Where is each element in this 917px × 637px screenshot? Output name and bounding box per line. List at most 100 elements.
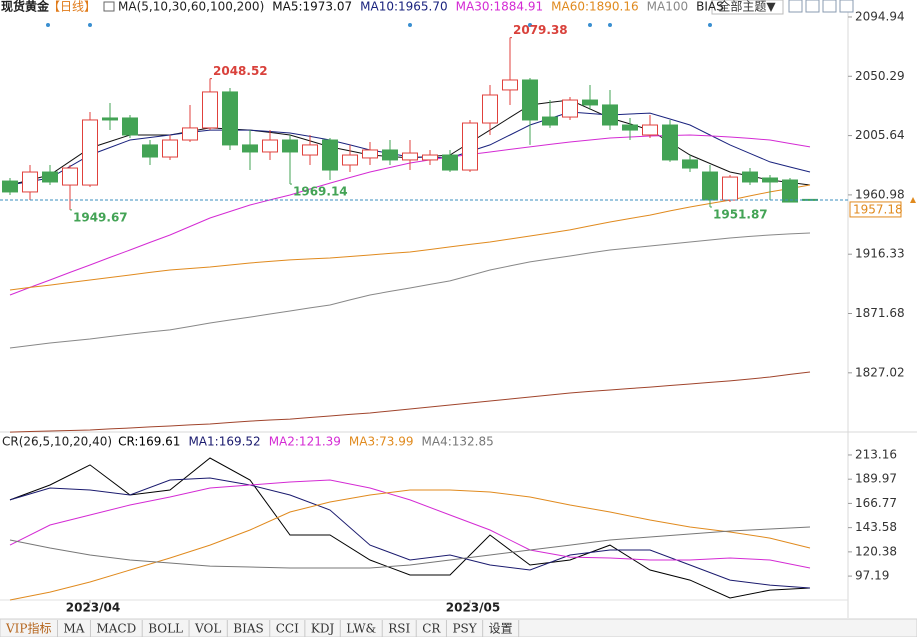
instrument-title: 现货黄金: [1, 0, 50, 14]
candle-body: [62, 167, 78, 186]
candle-body: [202, 91, 218, 129]
tab-label[interactable]: CR: [422, 622, 441, 636]
candle-body: [122, 117, 138, 136]
view-button[interactable]: [822, 0, 837, 13]
last-price-arrow: [910, 196, 916, 203]
candle-body: [702, 171, 718, 201]
legend-entry: MA10:1965.70: [360, 0, 448, 14]
candle-body: [102, 117, 118, 121]
tab-label[interactable]: VIP指标: [5, 621, 51, 636]
candle-body: [642, 124, 658, 136]
candle-body: [542, 116, 558, 126]
legend-entry: MA2:121.39: [269, 435, 341, 449]
legend-entry: MA1:169.52: [188, 435, 260, 449]
last-price-box: [849, 201, 902, 218]
extreme-label: 2079.38: [513, 23, 568, 37]
theme-dropdown-label[interactable]: 全部主题▼: [718, 0, 776, 14]
candle-body: [42, 171, 58, 183]
candle-body: [682, 159, 698, 169]
view-button[interactable]: [788, 0, 803, 13]
tab-label[interactable]: BOLL: [148, 622, 183, 636]
ma-line: [9, 232, 811, 349]
candle-body: [662, 124, 678, 161]
tab-label[interactable]: CCI: [276, 622, 299, 636]
candle-body: [222, 91, 238, 146]
event-marker: [46, 23, 50, 27]
indicator-label: MA(5,10,30,60,100,200): [118, 0, 264, 14]
candle-body: [402, 152, 418, 161]
extreme-label: 2048.52: [213, 64, 268, 78]
legend-entry: BIAS: [696, 0, 724, 14]
candle-body: [362, 149, 378, 159]
candle-body: [162, 139, 178, 158]
y-tick-label: 1827.02: [855, 365, 905, 379]
y-tick-label: 1916.33: [855, 247, 905, 261]
candle-body: [502, 79, 518, 91]
period-label[interactable]: 【日线】: [48, 0, 96, 14]
event-markers: [46, 23, 712, 27]
y-tick-label: 2005.64: [855, 128, 905, 142]
event-marker: [408, 23, 412, 27]
tab-label[interactable]: VOL: [194, 622, 221, 636]
view-button[interactable]: [839, 0, 854, 13]
candle-body: [522, 79, 538, 121]
candle-body: [82, 119, 98, 186]
candle-body: [242, 144, 258, 153]
candle-body: [762, 177, 778, 183]
candle-body: [302, 144, 318, 156]
candle-body: [622, 124, 638, 131]
x-tick-label: 2023/04: [66, 601, 120, 615]
candle-body: [322, 139, 338, 171]
y-tick-label: 97.19: [855, 569, 889, 583]
indicator-line: [9, 457, 811, 599]
event-marker: [708, 23, 712, 27]
ma-line: [9, 371, 811, 433]
tab-label[interactable]: MA: [63, 622, 84, 636]
last-price-label: 1957.18: [853, 202, 903, 216]
indicator-line: [9, 526, 811, 569]
indicator-icon[interactable]: [103, 1, 115, 12]
indicator-label: CR(26,5,10,20,40): [2, 435, 112, 449]
candle-body: [382, 149, 398, 161]
view-button[interactable]: [805, 0, 820, 13]
legend-entry: CR:169.61: [118, 435, 180, 449]
candle-body: [462, 122, 478, 171]
tab-label[interactable]: 设置: [489, 622, 513, 636]
ma-line: [9, 184, 811, 291]
view-buttons: [788, 0, 854, 13]
candle-body: [22, 171, 38, 193]
tab-label[interactable]: PSY: [452, 622, 477, 636]
candle-body: [342, 154, 358, 166]
candle-body: [482, 94, 498, 124]
event-marker: [88, 23, 92, 27]
tab-label[interactable]: RSI: [388, 622, 410, 636]
legend-entry: MA3:73.99: [349, 435, 414, 449]
legend-entry: MA100: [647, 0, 688, 14]
toolbar: [0, 618, 917, 637]
y-tick-label: 120.38: [855, 544, 897, 558]
legend-entry: MA60:1890.16: [551, 0, 639, 14]
y-tick-label: 189.97: [855, 472, 897, 486]
legend-entry: MA5:1973.07: [272, 0, 352, 14]
candle-body: [442, 154, 458, 171]
tab-label[interactable]: MACD: [96, 622, 136, 636]
candle-body: [562, 99, 578, 118]
event-marker: [588, 23, 592, 27]
event-marker: [608, 23, 612, 27]
theme-dropdown[interactable]: [711, 0, 784, 15]
x-tick-label: 2023/05: [446, 601, 500, 615]
candle-body: [582, 99, 598, 106]
candle-body: [422, 154, 438, 161]
tab-label[interactable]: BIAS: [233, 622, 263, 636]
extreme-label: 1951.87: [713, 207, 768, 221]
tab-label[interactable]: KDJ: [311, 622, 335, 636]
candle-body: [782, 179, 798, 203]
y-tick-label: 1960.98: [855, 187, 905, 201]
extreme-label: 1969.14: [293, 185, 348, 199]
candle-body: [282, 139, 298, 153]
y-tick-label: 166.77: [855, 496, 897, 510]
legend-entry: MA30:1884.91: [456, 0, 544, 14]
candle-body: [602, 104, 618, 126]
tab-label[interactable]: LW&: [346, 622, 376, 636]
